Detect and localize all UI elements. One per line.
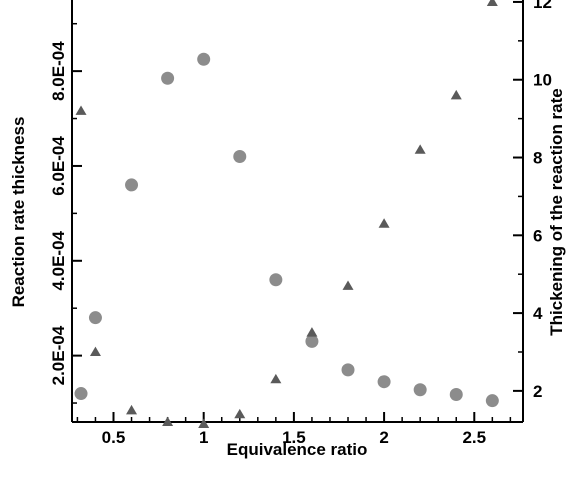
triangle-point [306, 327, 318, 337]
x-tick-label: 1 [199, 428, 208, 447]
right-tick-label: 4 [533, 304, 543, 323]
right-y-axis-title: Thickening of the reaction rate [547, 88, 566, 336]
circle-point [377, 375, 391, 389]
left-tick-label: 4.0E-04 [49, 230, 68, 290]
right-tick-label: 8 [533, 149, 542, 168]
circle-point [413, 383, 427, 397]
circle-point [233, 149, 247, 163]
circle-point [125, 178, 139, 192]
left-y-axis-title: Reaction rate thickness [9, 117, 28, 308]
ticks [72, 0, 523, 422]
x-tick-label: 1.5 [282, 428, 306, 447]
circle-point [341, 363, 355, 377]
triangle-point [75, 105, 87, 115]
right-tick-label: 2 [533, 382, 542, 401]
triangle-point [414, 144, 426, 154]
x-tick-label: 2 [379, 428, 388, 447]
circle-point [161, 71, 175, 85]
triangle-point [486, 0, 498, 6]
circle-point [269, 273, 283, 287]
triangle-point [89, 346, 101, 357]
left-tick-label: 6.0E-04 [49, 136, 68, 196]
triangle-point [126, 404, 138, 415]
right-tick-label: 12 [533, 0, 552, 12]
triangle-point [378, 218, 390, 228]
right-tick-label: 6 [533, 226, 542, 245]
left-tick-label: 2.0E-04 [49, 325, 68, 385]
circle-point [305, 334, 319, 348]
tick-labels: 0.5 1 1.5 2 2.5 2.0E-04 4.0E-04 6.0E-04 8.0E-04 2… [49, 0, 552, 447]
data-marks [74, 0, 499, 428]
circle-point [449, 387, 463, 401]
x-tick-label: 0.5 [102, 428, 126, 447]
triangle-point [342, 280, 354, 290]
circle-point [485, 394, 499, 408]
x-axis-title: Equivalence ratio [227, 440, 368, 459]
triangle-point [234, 408, 246, 419]
circle-point [88, 311, 102, 325]
triangle-point [198, 418, 210, 428]
circle-point [74, 387, 88, 401]
triangle-point [450, 89, 462, 100]
axes [71, 0, 524, 423]
circle-point [197, 52, 211, 66]
x-tick-label: 2.5 [462, 428, 486, 447]
right-tick-label: 10 [533, 71, 552, 90]
left-tick-label: 8.0E-04 [49, 41, 68, 101]
triangle-point [270, 373, 282, 384]
triangle-point [162, 416, 174, 427]
